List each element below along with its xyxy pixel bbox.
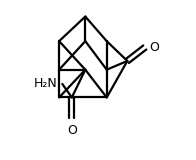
Text: O: O: [67, 124, 77, 137]
Text: O: O: [149, 41, 159, 54]
Text: H₂N: H₂N: [34, 77, 58, 90]
